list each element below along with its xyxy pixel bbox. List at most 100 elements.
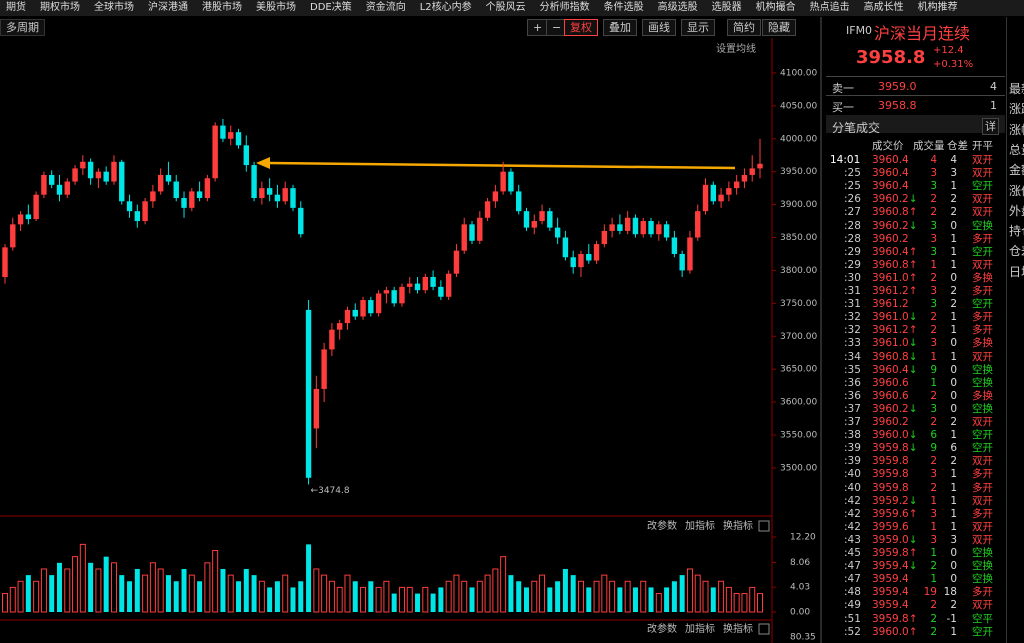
menu-item[interactable]: 热点追击 bbox=[809, 2, 850, 13]
menu-item[interactable]: 沪深港通 bbox=[148, 2, 188, 13]
side-label: 最新 bbox=[1009, 82, 1024, 96]
menu-item[interactable]: 资金流向 bbox=[365, 2, 406, 13]
tick-oi: 3 bbox=[950, 533, 957, 546]
menu-item[interactable]: 美股市场 bbox=[256, 2, 296, 13]
tick-time: :47 bbox=[844, 560, 861, 573]
side-label: 涨跌 bbox=[1009, 102, 1024, 117]
candle-body bbox=[531, 221, 537, 228]
volume-bar bbox=[79, 543, 86, 613]
panel-button[interactable]: 改参数 bbox=[647, 519, 677, 532]
volume-bar bbox=[352, 581, 358, 612]
candle-body bbox=[360, 300, 366, 317]
candle-body bbox=[523, 211, 530, 228]
volume-bar bbox=[601, 574, 608, 613]
side-label: 外盘 bbox=[1009, 203, 1024, 218]
period-button[interactable]: 多周期 bbox=[0, 19, 45, 36]
tick-oi: 0 bbox=[950, 219, 957, 232]
volume-bar bbox=[197, 581, 203, 612]
detail-button[interactable]: 详 bbox=[982, 118, 999, 135]
volume-bar bbox=[40, 568, 47, 613]
menu-item[interactable]: 高级选股 bbox=[657, 2, 698, 13]
tick-time: :29 bbox=[844, 258, 861, 271]
menu-item[interactable]: 机构撮合 bbox=[755, 2, 796, 13]
menu-item[interactable]: DDE决策 bbox=[310, 2, 352, 13]
price: 3958.8 bbox=[856, 47, 926, 68]
candle-body bbox=[710, 184, 716, 202]
tick-row: :33 3961.0↓ 3 0 多换 bbox=[826, 337, 1005, 350]
toolbar-button[interactable]: 复权 bbox=[564, 19, 598, 36]
candle-body bbox=[663, 224, 670, 238]
volume-bar bbox=[718, 580, 725, 613]
tick-row: 14:01 3960.4 4 4 双开 bbox=[826, 154, 1005, 167]
ma-setting[interactable]: 设置均线 bbox=[716, 44, 756, 55]
tick-time: :26 bbox=[844, 193, 861, 206]
tick-time: :31 bbox=[844, 298, 861, 311]
volume-bar bbox=[267, 587, 273, 612]
tick-oi: 2 bbox=[950, 298, 957, 311]
volume-bar bbox=[415, 593, 421, 612]
tick-row: :42 3959.6 1 1 双开 bbox=[826, 521, 1005, 534]
menu-item[interactable]: 机构推荐 bbox=[917, 2, 958, 13]
menu-item[interactable]: 高成长性 bbox=[863, 2, 904, 13]
candle-body bbox=[624, 217, 631, 231]
volume-bar bbox=[2, 593, 8, 613]
toolbar-button[interactable]: 显示 bbox=[681, 19, 715, 36]
toolbar: 多周期 设置均线 + − 复权 叠加 画线 显示 简约 隐藏 bbox=[0, 17, 822, 55]
toolbar-button[interactable]: 简约 bbox=[727, 19, 761, 36]
menu-item[interactable]: L2核心内参 bbox=[419, 2, 472, 13]
toolbar-button[interactable]: 叠加 bbox=[603, 19, 637, 36]
menu-item[interactable]: 个股风云 bbox=[485, 2, 526, 13]
toolbar-button[interactable]: 隐藏 bbox=[762, 19, 796, 36]
menu-item[interactable]: 选股器 bbox=[711, 2, 742, 13]
volume-bar bbox=[624, 580, 631, 613]
panel-button[interactable]: 改参数 bbox=[647, 622, 677, 635]
arrow-head bbox=[256, 157, 270, 169]
candle-body bbox=[399, 286, 405, 304]
candle-body bbox=[632, 217, 639, 235]
panel-button[interactable]: 换指标 bbox=[723, 622, 753, 635]
volume-bar bbox=[749, 586, 756, 613]
tick-volume: 2 bbox=[930, 599, 937, 612]
volume-bar bbox=[655, 593, 662, 613]
tick-oi: 0 bbox=[950, 363, 957, 376]
tick-volume: 2 bbox=[930, 193, 937, 206]
side-label: 金额 bbox=[1009, 163, 1024, 178]
volume-bar bbox=[570, 575, 576, 612]
candle-body bbox=[508, 171, 514, 192]
panel-button[interactable]: 加指标 bbox=[685, 519, 715, 532]
toolbar-button[interactable]: 画线 bbox=[642, 19, 676, 36]
tick-price: 3961.2 bbox=[872, 298, 909, 311]
menu-item[interactable]: 条件选股 bbox=[603, 2, 644, 13]
menu-item[interactable]: 期权市场 bbox=[40, 2, 80, 13]
volume-bar bbox=[539, 574, 546, 613]
vol-tick-label: 0.00 bbox=[790, 608, 810, 618]
tick-price: 3959.8 bbox=[872, 455, 909, 468]
panel-button[interactable]: 加指标 bbox=[685, 622, 715, 635]
tick-oi: 0 bbox=[950, 402, 957, 415]
tick-volume: 3 bbox=[930, 232, 937, 245]
candle-body bbox=[749, 168, 755, 175]
menu-item[interactable]: 分析师指数 bbox=[539, 2, 590, 13]
volume-bar bbox=[149, 562, 156, 613]
panel-button[interactable]: 换指标 bbox=[723, 519, 753, 532]
tick-price: 3960.2↓ bbox=[872, 402, 918, 415]
y-tick-label: 3800.00 bbox=[780, 266, 817, 276]
tick-time: :47 bbox=[844, 573, 861, 586]
volume-bar bbox=[531, 580, 538, 613]
y-tick-label: 3900.00 bbox=[780, 200, 817, 210]
volume-bar bbox=[321, 574, 328, 613]
menu-item[interactable]: 期货 bbox=[6, 2, 26, 13]
candle-body bbox=[111, 161, 117, 182]
menu-item[interactable]: 港股市场 bbox=[202, 2, 242, 13]
volume-bar bbox=[476, 580, 483, 613]
volume-bar bbox=[609, 580, 616, 613]
tick-row: :36 3960.6 2 0 多换 bbox=[826, 390, 1005, 403]
volume-bar bbox=[220, 568, 226, 612]
vol-tick-label: 4.03 bbox=[790, 583, 810, 593]
toolbar-button[interactable]: + bbox=[527, 19, 549, 36]
menu-item[interactable]: 全球市场 bbox=[94, 2, 134, 13]
candle-body bbox=[414, 283, 421, 291]
volume-bar bbox=[484, 574, 491, 613]
tick-price: 3960.0↓ bbox=[872, 429, 918, 442]
toolbar-button[interactable]: − bbox=[546, 19, 568, 36]
